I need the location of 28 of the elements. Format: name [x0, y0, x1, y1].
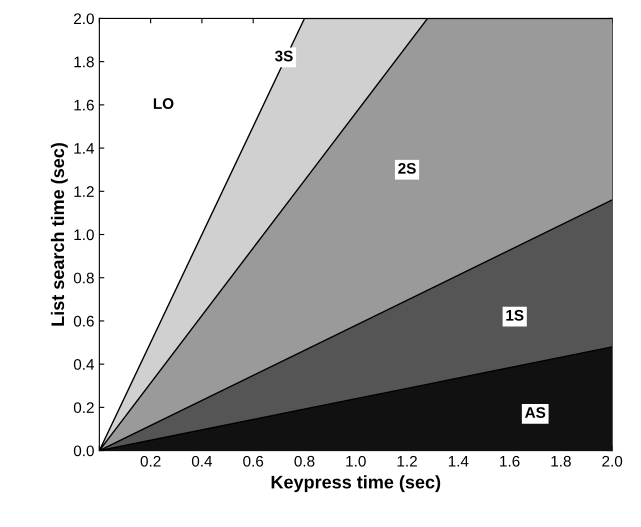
x-tick-label: 0.8	[294, 456, 314, 467]
x-tick-label: 0.4	[192, 456, 212, 467]
annotation: LO	[154, 98, 174, 109]
x-tick-label: 0.2	[140, 456, 160, 467]
y-tick-label: 1.0	[74, 229, 94, 240]
annotation: 1S	[506, 310, 524, 321]
y-tick-label: 0.0	[74, 445, 94, 456]
annotation: 2S	[398, 162, 416, 174]
y-tick-label: 2.0	[74, 13, 94, 24]
y-tick-label: 0.2	[74, 402, 94, 414]
x-tick-label: 2.0	[602, 456, 622, 467]
x-tick-label: 1.2	[398, 456, 417, 467]
y-axis-title: List search time (sec)	[50, 143, 68, 326]
annotation: 3S	[274, 50, 293, 62]
y-tick-label: 1.4	[74, 143, 94, 154]
y-tick-label: 0.8	[74, 272, 94, 284]
x-tick-label: 1.0	[346, 456, 366, 467]
y-tick-label: 1.6	[74, 100, 94, 111]
x-axis-title: Keypress time (sec)	[272, 475, 440, 492]
x-tick-label: 1.4	[448, 456, 468, 467]
y-tick-label: 1.8	[74, 56, 94, 68]
y-tick-label: 0.4	[74, 359, 94, 370]
y-tick-label: 0.6	[74, 316, 94, 327]
x-tick-label: 0.6	[243, 456, 264, 467]
annotation: AS	[525, 407, 546, 418]
x-tick-label: 1.8	[551, 456, 571, 467]
y-tick-label: 1.2	[74, 186, 94, 197]
x-tick-label: 1.6	[500, 456, 520, 467]
